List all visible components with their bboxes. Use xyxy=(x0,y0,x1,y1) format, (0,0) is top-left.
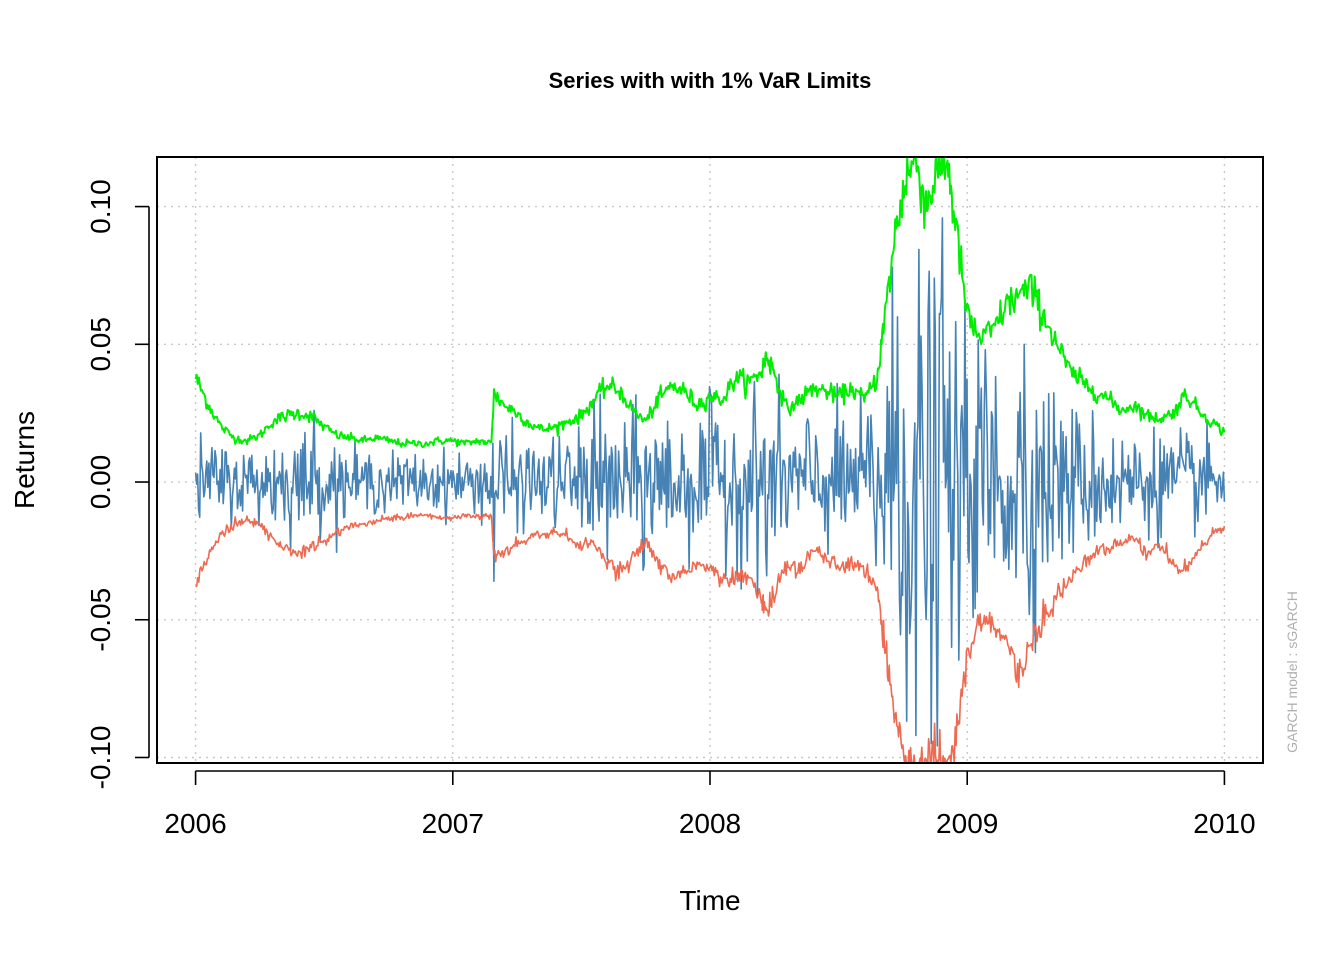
x-tick-label-2006: 2006 xyxy=(164,808,226,839)
x-tick-label-2007: 2007 xyxy=(422,808,484,839)
model-watermark: GARCH model : sGARCH xyxy=(1284,591,1300,753)
y-tick-label--0.05: -0.05 xyxy=(85,588,116,652)
chart-title: Series with with 1% VaR Limits xyxy=(549,68,872,93)
x-axis: 2006 2007 2008 2009 2010 xyxy=(164,770,1256,839)
plot-frame xyxy=(156,156,1264,764)
x-tick-label-2008: 2008 xyxy=(679,808,741,839)
x-axis-label: Time xyxy=(679,885,740,916)
y-tick-label-0.05: 0.05 xyxy=(85,317,116,372)
y-tick-label-0.10: 0.10 xyxy=(85,179,116,234)
var-upper-series-line xyxy=(194,156,1226,449)
var-lower-series-line xyxy=(195,511,1226,764)
x-tick-label-2010: 2010 xyxy=(1193,808,1255,839)
y-axis-label: Returns xyxy=(9,411,40,509)
y-axis: -0.10 -0.05 0.00 0.05 0.10 xyxy=(85,179,150,790)
grid-lines xyxy=(157,157,1263,763)
plot-area xyxy=(194,156,1226,764)
x-tick-label-2009: 2009 xyxy=(936,808,998,839)
y-tick-label--0.10: -0.10 xyxy=(85,726,116,790)
returns-series-line xyxy=(194,217,1226,747)
y-tick-label-0.00: 0.00 xyxy=(85,455,116,510)
